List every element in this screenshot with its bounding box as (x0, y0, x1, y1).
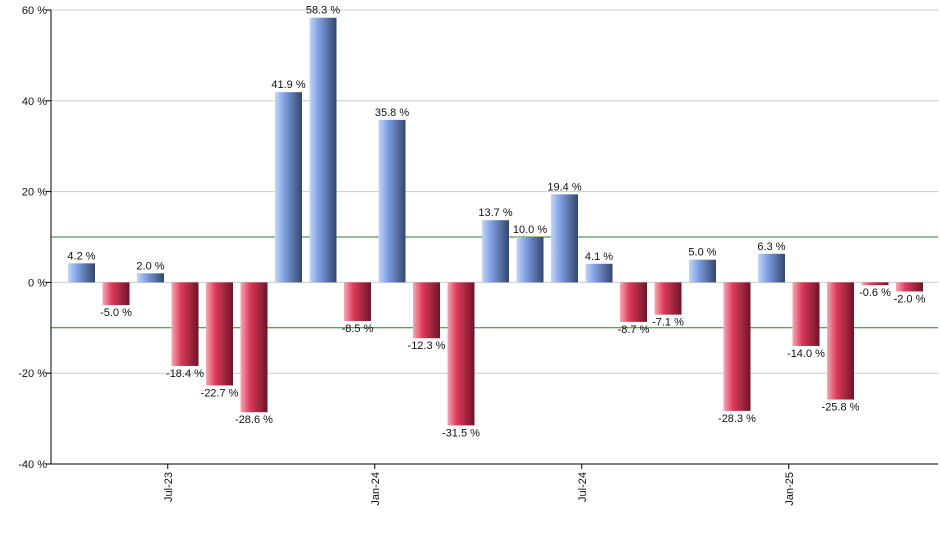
data-label: -14.0 % (787, 348, 825, 360)
bar (827, 282, 854, 400)
bar (378, 119, 406, 283)
data-label: -5.0 % (100, 307, 132, 319)
bar (758, 253, 785, 283)
data-label: -28.6 % (235, 414, 273, 426)
bar (137, 273, 164, 283)
bar (482, 220, 509, 283)
bar (861, 282, 889, 286)
x-tick-label: Jan-24 (370, 472, 382, 506)
data-label: -31.5 % (442, 427, 480, 439)
bars (68, 17, 923, 426)
axes: -40 % -20 % 0 % 20 % 40 % 60 % Jul-23 Jan-24 Jul… (18, 5, 938, 506)
data-label: 35.8 % (375, 107, 409, 119)
bar (723, 282, 751, 411)
bar (102, 282, 130, 306)
bar (447, 282, 475, 426)
bar (206, 282, 233, 386)
bar (275, 92, 302, 283)
y-tick-label: -40 % (18, 459, 47, 471)
data-label: -2.0 % (894, 293, 926, 305)
data-label: -22.7 % (201, 387, 239, 399)
bar (792, 282, 820, 346)
bar (585, 263, 613, 283)
bar (413, 282, 440, 339)
data-label: 5.0 % (688, 247, 716, 259)
data-label: -25.8 % (822, 402, 860, 414)
bar (551, 194, 578, 283)
data-label: 58.3 % (306, 5, 340, 17)
y-tick-label: 20 % (22, 187, 47, 199)
data-label: 4.2 % (67, 250, 95, 262)
data-label: -18.4 % (166, 368, 204, 380)
data-label: 4.1 % (585, 251, 613, 263)
bar (344, 282, 371, 321)
data-label: -8.5 % (342, 323, 374, 335)
data-label: 19.4 % (547, 181, 581, 193)
data-label: -7.1 % (652, 317, 684, 329)
bar (689, 259, 716, 283)
bar (654, 282, 682, 315)
data-label: 6.3 % (757, 241, 785, 253)
data-label: -28.3 % (718, 413, 756, 425)
x-tick-label: Jul-24 (577, 472, 589, 502)
bar (620, 282, 647, 322)
data-label: -12.3 % (408, 340, 446, 352)
y-tick-label: 40 % (22, 96, 47, 108)
bar (171, 282, 199, 366)
bar (68, 263, 95, 283)
data-label: 2.0 % (136, 260, 164, 272)
data-label: 41.9 % (271, 79, 305, 91)
data-label: -0.6 % (859, 287, 891, 299)
y-tick-label: 60 % (22, 5, 47, 17)
x-tick-label: Jan-25 (784, 472, 796, 506)
y-tick-label: -20 % (18, 368, 47, 380)
y-tick-label: 0 % (28, 277, 47, 289)
bar (896, 282, 923, 292)
bar (240, 282, 268, 413)
bar (516, 237, 544, 283)
data-labels: 4.2 % -5.0 % 2.0 % -18.4 % -22.7 % -28.6 % 41.… (67, 5, 925, 440)
data-label: 13.7 % (478, 207, 512, 219)
x-tick-label: Jul-23 (163, 472, 175, 502)
data-label: 10.0 % (513, 224, 547, 236)
bar (309, 17, 337, 283)
data-label: -8.7 % (618, 324, 650, 336)
